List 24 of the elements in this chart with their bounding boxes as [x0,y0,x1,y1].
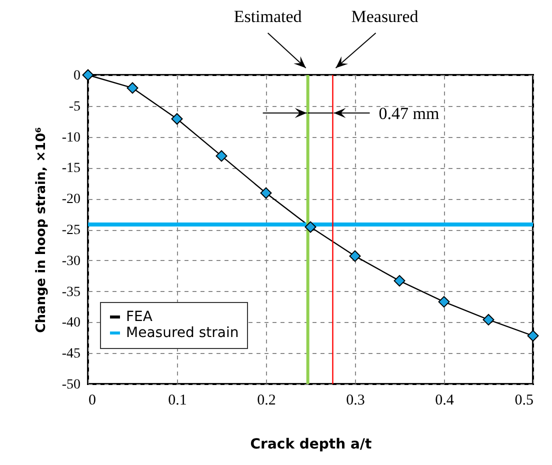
y-tick-label: -45 [62,346,80,362]
y-tick-label: -30 [62,254,80,269]
y-tick-label: 0 [74,68,80,84]
ref-line-label: Estimated [234,7,302,26]
ref-line-label: Measured [351,7,419,26]
annotation: 0.47 mm [378,104,440,123]
y-tick-label: -5 [68,99,80,114]
x-tick-label: 0 [88,392,96,408]
y-tick-label: -40 [62,316,80,331]
x-tick-label: 0.2 [257,392,276,408]
x-tick-label: 0.1 [168,392,187,408]
x-tick-label: 0.5 [514,392,534,408]
legend-label: FEA [126,309,153,325]
y-tick-label: -10 [62,130,80,146]
y-tick-label: -35 [62,284,80,300]
y-tick-label: -50 [62,378,80,392]
y-tick-label: -25 [62,223,80,238]
x-tick-label: 0.3 [346,392,365,408]
y-tick-label: -20 [62,192,80,208]
y-tick-label: -15 [62,161,80,176]
legend-label: Measured strain [126,325,239,341]
x-tick-label: 0.4 [435,392,454,408]
y-axis-title: Change in hoop strain, ×10⁶ [34,126,49,333]
x-axis-title: Crack depth a/t [250,436,372,452]
